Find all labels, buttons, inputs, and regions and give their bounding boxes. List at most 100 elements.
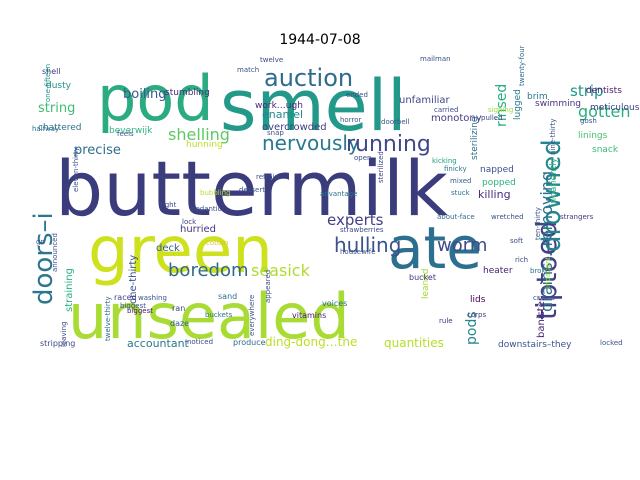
word-strip: strip <box>570 82 604 100</box>
chart-title: 1944-07-08 <box>279 32 361 48</box>
word-brim: brim <box>527 92 548 102</box>
word-chattered: chattered <box>38 123 82 133</box>
word-noticed: noticed <box>187 338 213 346</box>
word-pulled: pulled <box>481 114 503 122</box>
word-experts: experts <box>327 211 384 229</box>
word-mailman: mailman <box>420 55 451 63</box>
word-announced: announced <box>51 233 59 272</box>
word-smell: smell <box>220 65 407 147</box>
word-nine-thirty: nine-thirty <box>549 118 557 155</box>
word-gosh: gosh <box>580 117 597 125</box>
word-halfway: halfway <box>32 125 59 133</box>
word-produce: produce <box>233 338 266 347</box>
word-strawberries: strawberries <box>340 226 384 234</box>
word-carried: carried <box>434 106 458 114</box>
word-shell: shell <box>42 67 61 76</box>
word-leaned: leaned <box>421 268 431 299</box>
word-twenty-four: twenty-four <box>518 45 526 86</box>
word-corps: corps <box>467 311 486 319</box>
word-meticulous: meticulous <box>590 103 640 113</box>
word-straining: straining <box>64 268 75 312</box>
word-nervously: nervously <box>262 131 360 155</box>
word-voices: voices <box>322 299 347 308</box>
word-pods: pods <box>464 311 480 345</box>
word-gn: gn <box>36 238 45 246</box>
word-tiptoed: tiptoed <box>530 220 563 320</box>
word-one-fifteen: one-fifteen <box>44 64 52 102</box>
word-raced: raced <box>114 293 137 302</box>
word-strangers: strangers <box>560 213 594 221</box>
word-gotten: gotten <box>578 102 630 121</box>
word-washing: washing <box>138 294 167 302</box>
word-doorbell: doorbell <box>381 118 410 126</box>
word-biggest: biggest <box>127 307 153 315</box>
word-seasick: seasick <box>251 261 311 280</box>
word-rule: rule <box>439 317 453 325</box>
word-tight: tight <box>160 201 177 209</box>
word-one-thirty: one-thirty <box>128 255 139 304</box>
word-biggest: biggest <box>120 302 146 310</box>
word-hurried: hurried <box>180 224 216 235</box>
word-accountant: accountant <box>127 337 190 350</box>
word-lugged: lugged <box>513 89 523 120</box>
word-napped: napped <box>480 165 514 175</box>
word-lids: lids <box>470 295 486 305</box>
word-heater: heater <box>483 266 513 276</box>
word-monotony: monotony <box>431 113 482 124</box>
word-rich: rich <box>515 256 528 264</box>
word-daze: daze <box>170 319 189 328</box>
word-boredom: boredom <box>168 260 249 281</box>
word-deck: deck <box>156 243 180 254</box>
word-refrain: refrain <box>256 173 279 181</box>
word-ate: ate <box>388 214 482 282</box>
word-sterilized: sterilized <box>377 151 385 183</box>
word-running: running <box>346 132 431 157</box>
word-appeared: appeared <box>264 270 272 303</box>
word-drains-removing: drains…removing <box>537 171 556 312</box>
word-dusty: dusty <box>46 81 72 91</box>
word-stumbling: stumbling <box>165 88 210 98</box>
word-crates: crates <box>533 294 555 302</box>
word-killing: killing <box>478 188 511 201</box>
word-about-face: about-face <box>437 213 475 221</box>
word-kicking: kicking <box>432 157 457 165</box>
word-bucket: bucket <box>409 273 436 282</box>
word-enamel: enamel <box>262 108 303 121</box>
word-green: green <box>88 214 273 288</box>
word-ran: ran <box>172 304 185 313</box>
word-soft: soft <box>510 237 523 245</box>
word-mixed: mixed <box>450 177 471 185</box>
word-lock: lock <box>182 218 197 226</box>
word-sand: sand <box>218 292 237 301</box>
word-eleven-thirty: eleven-thirty <box>72 147 80 192</box>
word-buckets: buckets <box>205 311 233 319</box>
word-wretched: wretched <box>491 213 524 221</box>
word-bubbling: bubbling <box>200 189 231 197</box>
word-dentists: dentists <box>586 86 622 96</box>
word-ten-thirty: ten-thirty <box>534 207 542 240</box>
word-ding-dong-the: ding-dong…the <box>265 335 357 349</box>
word-linings: linings <box>578 131 608 141</box>
word-shelling: shelling <box>168 125 230 144</box>
word-buttermilk: buttermilk <box>55 144 448 233</box>
word-finicky: finicky <box>444 165 467 173</box>
word-inpatiently: inpatiently <box>549 157 559 206</box>
word-stripping: stripping <box>40 339 75 348</box>
word-leaving: leaving <box>60 321 68 347</box>
word-everywhere: everywhere <box>248 295 256 336</box>
word-locked: locked <box>600 339 623 347</box>
word-worm: worm <box>437 235 487 256</box>
word-broke: broke <box>530 267 550 275</box>
word-auction: auction <box>264 64 353 92</box>
word-stuck: stuck <box>451 189 471 197</box>
word-hunning: hunning <box>186 140 223 150</box>
word-sighing: sighing <box>488 106 513 114</box>
word-pedantic: pedantic <box>191 205 222 213</box>
word-twelve: twelve <box>260 56 283 64</box>
word-sterilizing: sterilizing <box>470 116 480 160</box>
word-hulling: hulling <box>334 233 401 257</box>
word-rinsed: rinsed <box>494 84 510 127</box>
word-advantage: advantage <box>320 190 357 198</box>
word-downstairs-they: downstairs–they <box>498 340 572 350</box>
